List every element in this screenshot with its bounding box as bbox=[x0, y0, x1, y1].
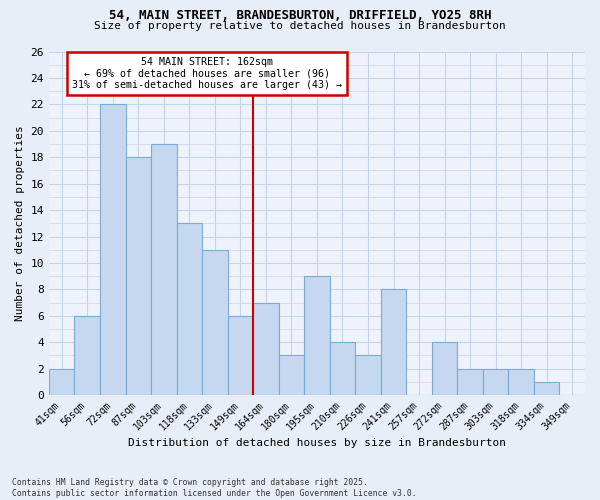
Bar bbox=[125, 157, 151, 395]
Bar bbox=[100, 104, 125, 395]
Text: Contains HM Land Registry data © Crown copyright and database right 2025.
Contai: Contains HM Land Registry data © Crown c… bbox=[12, 478, 416, 498]
Bar bbox=[278, 356, 304, 395]
Text: Size of property relative to detached houses in Brandesburton: Size of property relative to detached ho… bbox=[94, 21, 506, 31]
Bar bbox=[202, 250, 227, 395]
Bar bbox=[304, 276, 330, 395]
Bar bbox=[534, 382, 559, 395]
Bar bbox=[253, 302, 278, 395]
Bar bbox=[151, 144, 176, 395]
Bar bbox=[457, 368, 483, 395]
Bar bbox=[432, 342, 457, 395]
Y-axis label: Number of detached properties: Number of detached properties bbox=[15, 126, 25, 321]
X-axis label: Distribution of detached houses by size in Brandesburton: Distribution of detached houses by size … bbox=[128, 438, 506, 448]
Bar bbox=[508, 368, 534, 395]
Bar bbox=[176, 224, 202, 395]
Bar bbox=[227, 316, 253, 395]
Bar bbox=[330, 342, 355, 395]
Text: 54 MAIN STREET: 162sqm
← 69% of detached houses are smaller (96)
31% of semi-det: 54 MAIN STREET: 162sqm ← 69% of detached… bbox=[72, 56, 342, 90]
Bar bbox=[355, 356, 381, 395]
Bar bbox=[381, 290, 406, 395]
Text: 54, MAIN STREET, BRANDESBURTON, DRIFFIELD, YO25 8RH: 54, MAIN STREET, BRANDESBURTON, DRIFFIEL… bbox=[109, 9, 491, 22]
Bar bbox=[74, 316, 100, 395]
Bar bbox=[483, 368, 508, 395]
Bar bbox=[49, 368, 74, 395]
